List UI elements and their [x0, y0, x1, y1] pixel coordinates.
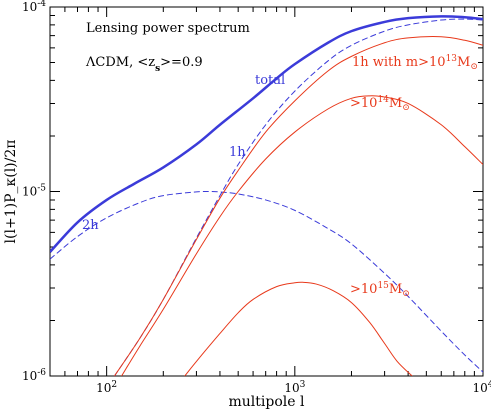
axis-labels: 102 103 104 10-6 10-5 10-4 multipole l l(l+1)P_…: [3, 0, 491, 410]
chart-subtitle: ΛCDM, <zs>=0.9: [85, 55, 203, 74]
x-tick-label: 103: [284, 380, 305, 395]
series-line-5: [121, 95, 483, 376]
y-tick-label: 10-5: [22, 184, 46, 199]
x-tick-label: 102: [96, 380, 117, 395]
chart-title: Lensing power spectrum: [86, 21, 250, 36]
axis-ticks: [49, 6, 484, 377]
series-line-2: [114, 18, 483, 376]
annotation-m13: 1h with m>1013M⊙: [352, 54, 478, 72]
x-axis-title: multipole l: [229, 394, 305, 410]
annotation-1h: 1h: [229, 145, 246, 160]
series-line-6: [184, 281, 413, 376]
series-line-3: [50, 190, 483, 373]
y-tick-label: 10-4: [22, 0, 46, 14]
y-axis-title: l(l+1)P_κ(l)/2π: [3, 140, 19, 244]
annotation-m14: >1014M⊙: [350, 95, 410, 113]
annotation-m15: >1015M⊙: [350, 281, 410, 299]
series-group: [50, 15, 483, 376]
series-line-1: [50, 15, 483, 253]
annotation-2h: 2h: [82, 218, 99, 233]
x-tick-label: 104: [472, 380, 491, 395]
y-tick-label: 10-6: [22, 368, 46, 383]
annotation-total: total: [255, 73, 285, 88]
series-line-4: [114, 36, 483, 376]
annotations: Lensing power spectrum ΛCDM, <zs>=0.9 tota…: [82, 21, 478, 299]
